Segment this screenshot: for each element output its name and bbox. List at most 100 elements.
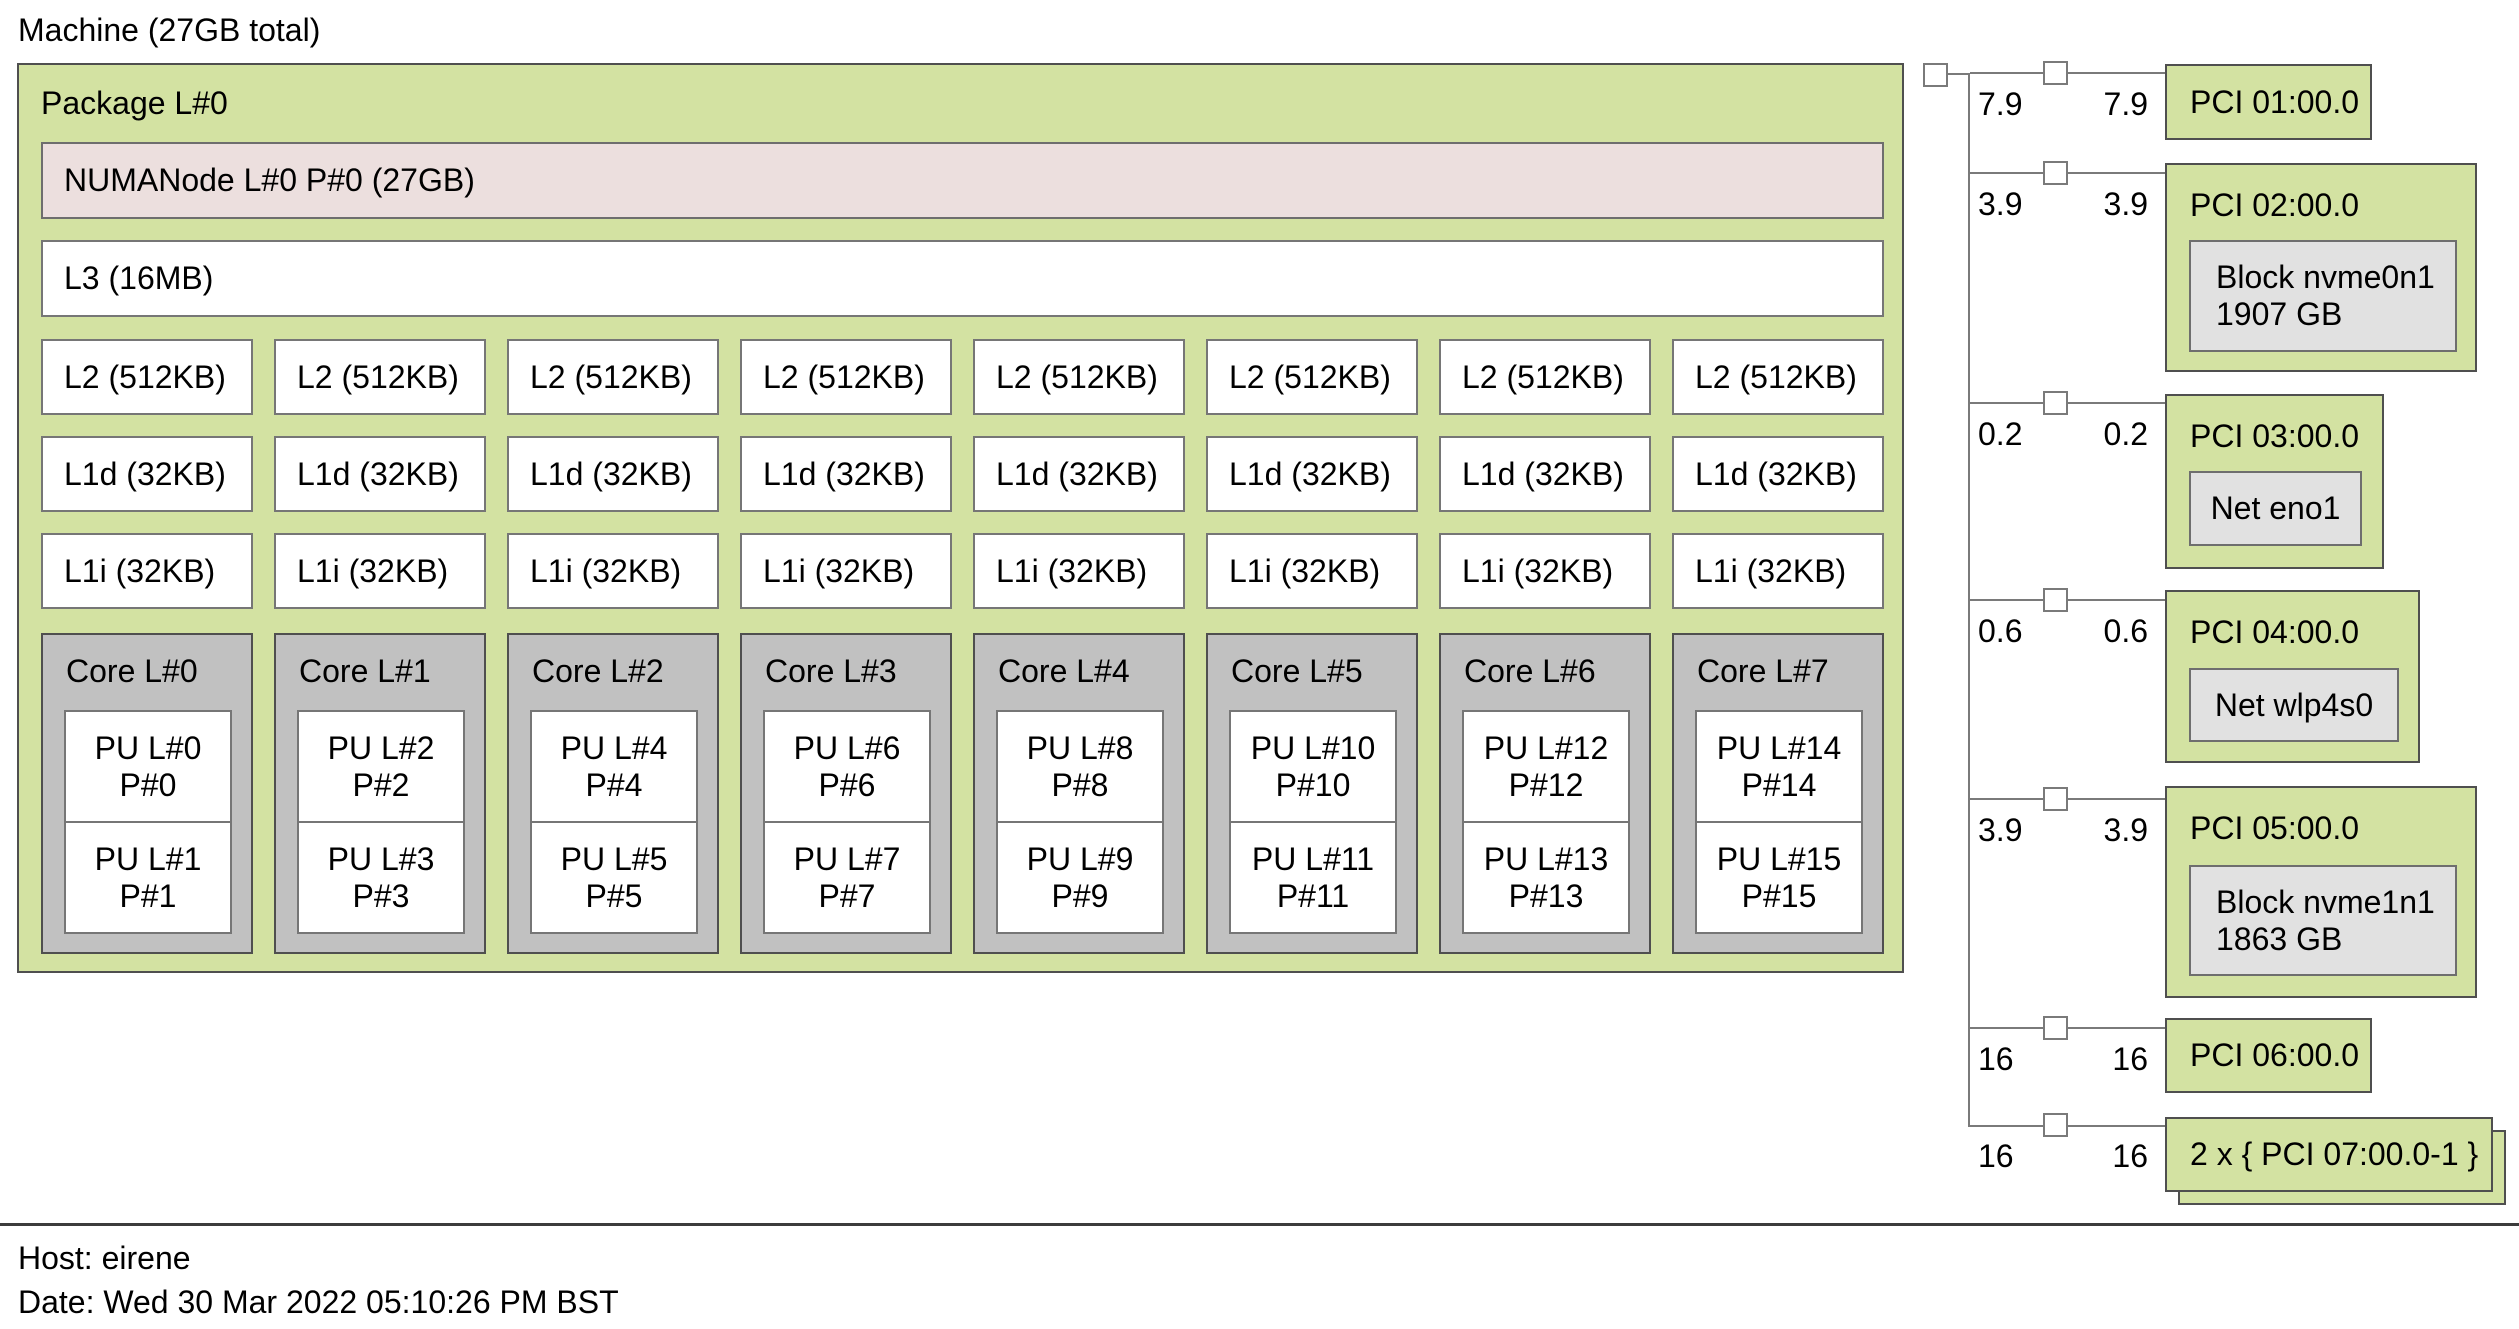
l1d-cache-box: L1d (32KB) — [740, 436, 952, 512]
pu-p-label: P#4 — [585, 766, 643, 803]
pu-stack: PU L#0 P#0 PU L#1 P#1 — [64, 710, 232, 934]
link-speed-right: 0.6 — [2103, 613, 2148, 649]
date-label: Date: Wed 30 Mar 2022 05:10:26 PM BST — [18, 1284, 619, 1320]
core-label: Core L#2 — [532, 653, 664, 689]
link-speed-left: 0.6 — [1978, 613, 2023, 649]
pu-label: PU L#13 — [1483, 840, 1609, 877]
link-speed-right: 0.2 — [2103, 416, 2148, 452]
pu-p-label: P#11 — [1276, 877, 1350, 914]
l2-cache-label: L2 (512KB) — [297, 358, 459, 395]
core-label: Core L#7 — [1697, 653, 1829, 689]
pci-device-box: PCI 02:00.0 Block nvme0n1 1907 GB — [2165, 163, 2477, 372]
core-label: Core L#0 — [66, 653, 198, 689]
l1i-cache-label: L1i (32KB) — [64, 552, 216, 589]
l2-cache-label: L2 (512KB) — [530, 358, 692, 395]
link-speed-left: 16 — [1978, 1138, 2014, 1174]
l1d-cache-label: L1d (32KB) — [996, 455, 1158, 492]
pci-bridge-square — [2043, 588, 2068, 612]
l1i-cache-label: L1i (32KB) — [530, 552, 682, 589]
pu-p-label: P#10 — [1275, 766, 1351, 803]
link-speed-right: 7.9 — [2103, 86, 2148, 122]
l1d-cache-label: L1d (32KB) — [763, 455, 925, 492]
l2-cache-label: L2 (512KB) — [64, 358, 226, 395]
pu-p-label: P#15 — [1741, 877, 1817, 914]
pu-label: PU L#0 — [94, 729, 202, 766]
pci-device-box: PCI 05:00.0 Block nvme1n1 1863 GB — [2165, 786, 2477, 998]
pci-bridge-square — [2043, 1113, 2068, 1137]
l1d-cache-label: L1d (32KB) — [64, 455, 226, 492]
pu-box: PU L#12 P#12 — [1464, 712, 1628, 821]
core-box: Core L#4 PU L#8 P#8 PU L#9 P#9 — [973, 633, 1185, 954]
pu-box: PU L#4 P#4 — [532, 712, 696, 821]
core-label: Core L#4 — [998, 653, 1130, 689]
l1i-cache-box: L1i (32KB) — [1672, 533, 1884, 609]
pu-p-label: P#9 — [1051, 877, 1109, 914]
core-label: Core L#5 — [1231, 653, 1363, 689]
pci-bridge-square — [2043, 1016, 2068, 1040]
pu-box: PU L#3 P#3 — [299, 821, 463, 932]
pu-box: PU L#15 P#15 — [1697, 821, 1861, 932]
numa-node-box: NUMANode L#0 P#0 (27GB) — [41, 142, 1884, 219]
pu-label: PU L#3 — [327, 840, 435, 877]
l1d-cache-label: L1d (32KB) — [1462, 455, 1624, 492]
pci-device-label: PCI 06:00.0 — [2190, 1037, 2359, 1073]
link-speed-right: 16 — [2112, 1138, 2148, 1174]
pci-device-box: PCI 04:00.0 Net wlp4s0 — [2165, 590, 2420, 763]
pu-stack: PU L#8 P#8 PU L#9 P#9 — [996, 710, 1164, 934]
block-device-size: 1863 GB — [2216, 920, 2343, 957]
block-device-size: 1907 GB — [2216, 296, 2343, 332]
pu-stack: PU L#14 P#14 PU L#15 P#15 — [1695, 710, 1863, 934]
pu-box: PU L#14 P#14 — [1697, 712, 1861, 821]
link-speed-left: 0.2 — [1978, 416, 2023, 452]
pci-device-box: PCI 01:00.0 — [2165, 64, 2372, 140]
pci-bridge-square — [2043, 161, 2068, 185]
pu-label: PU L#1 — [94, 840, 202, 877]
link-speed-left: 16 — [1978, 1041, 2014, 1077]
l2-cache-box: L2 (512KB) — [274, 339, 486, 415]
core-label: Core L#1 — [299, 653, 431, 689]
pci-device-label: PCI 03:00.0 — [2190, 418, 2359, 454]
l2-cache-label: L2 (512KB) — [1695, 358, 1857, 395]
package-label: Package L#0 — [41, 85, 228, 121]
link-speed-right: 3.9 — [2103, 186, 2148, 222]
l1i-cache-label: L1i (32KB) — [763, 552, 915, 589]
pci-device-label: PCI 04:00.0 — [2190, 614, 2359, 650]
core-box: Core L#7 PU L#14 P#14 PU L#15 P#15 — [1672, 633, 1884, 954]
pu-label: PU L#9 — [1026, 840, 1134, 877]
pu-p-label: P#3 — [352, 877, 410, 914]
l1d-cache-box: L1d (32KB) — [274, 436, 486, 512]
numa-node-label: NUMANode L#0 P#0 (27GB) — [64, 162, 475, 198]
l3-cache-label: L3 (16MB) — [64, 260, 214, 296]
l1d-cache-label: L1d (32KB) — [530, 455, 692, 492]
pci-device-box: 2 x { PCI 07:00.0-1 } — [2165, 1117, 2493, 1192]
l1d-cache-label: L1d (32KB) — [1695, 455, 1857, 492]
l1d-cache-box: L1d (32KB) — [1206, 436, 1418, 512]
pu-label: PU L#11 — [1251, 840, 1375, 877]
pci-device-label: PCI 01:00.0 — [2190, 83, 2359, 120]
l1i-cache-box: L1i (32KB) — [274, 533, 486, 609]
l2-cache-box: L2 (512KB) — [41, 339, 253, 415]
pu-label: PU L#2 — [327, 729, 435, 766]
pu-p-label: P#8 — [1051, 766, 1109, 803]
pu-label: PU L#5 — [560, 840, 668, 877]
l1i-cache-box: L1i (32KB) — [973, 533, 1185, 609]
l2-cache-box: L2 (512KB) — [1439, 339, 1651, 415]
pci-bridge-square — [2043, 61, 2068, 85]
l1d-cache-box: L1d (32KB) — [1672, 436, 1884, 512]
pu-p-label: P#0 — [119, 766, 177, 803]
net-device-box: Net eno1 — [2189, 471, 2362, 546]
link-speed-right: 3.9 — [2103, 812, 2148, 848]
core-label: Core L#6 — [1464, 653, 1596, 689]
host-bridge-connector-line — [1946, 73, 1970, 75]
pci-device-label: PCI 05:00.0 — [2190, 810, 2359, 846]
l1i-cache-label: L1i (32KB) — [996, 552, 1148, 589]
link-speed-left: 3.9 — [1978, 186, 2023, 222]
l1d-cache-label: L1d (32KB) — [1229, 455, 1391, 492]
l1d-cache-box: L1d (32KB) — [41, 436, 253, 512]
pu-p-label: P#13 — [1508, 877, 1584, 914]
footer-separator-line — [0, 1223, 2519, 1226]
pu-box: PU L#10 P#10 — [1231, 712, 1395, 821]
l1i-cache-box: L1i (32KB) — [1206, 533, 1418, 609]
pu-stack: PU L#6 P#6 PU L#7 P#7 — [763, 710, 931, 934]
core-box: Core L#6 PU L#12 P#12 PU L#13 P#13 — [1439, 633, 1651, 954]
